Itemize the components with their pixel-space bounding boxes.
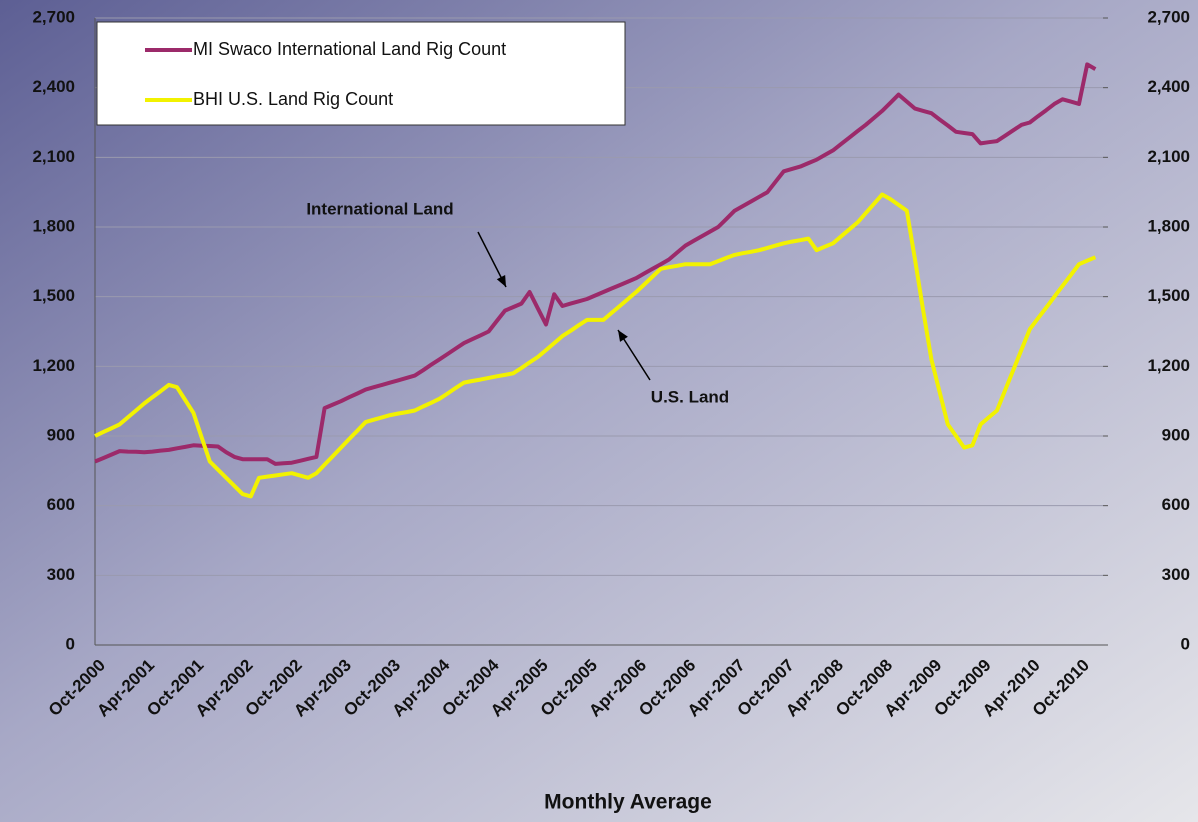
- y-tick-label: 600: [47, 495, 75, 514]
- y-tick-label: 300: [47, 565, 75, 584]
- legend: MI Swaco International Land Rig Count BHI…: [97, 22, 625, 125]
- y2-tick-label: 300: [1162, 565, 1190, 584]
- y-tick-label: 0: [66, 634, 75, 653]
- page: {"chart_data": {"type": "line", "xlabel"…: [0, 0, 1198, 822]
- y-tick-label: 900: [47, 425, 75, 444]
- y-tick-label: 1,800: [32, 216, 75, 235]
- y-tick-label: 1,200: [32, 356, 75, 375]
- y2-tick-label: 1,500: [1147, 286, 1190, 305]
- x-axis-title: Monthly Average: [544, 791, 712, 814]
- legend-label: MI Swaco International Land Rig Count: [193, 39, 506, 59]
- y2-tick-label: 2,100: [1147, 147, 1190, 166]
- annotation: U.S. Land: [651, 387, 729, 406]
- y2-tick-label: 900: [1162, 425, 1190, 444]
- chart: Monthly Average 0 300 600 900 1,200 1,500 1,80…: [0, 0, 1198, 822]
- y2-tick-label: 2,400: [1147, 77, 1190, 96]
- annotation: International Land: [306, 199, 453, 218]
- y-tick-label: 2,400: [32, 77, 75, 96]
- y2-tick-label: 600: [1162, 495, 1190, 514]
- y-tick-label: 2,100: [32, 147, 75, 166]
- y-tick-label: 2,700: [32, 7, 75, 26]
- y2-tick-label: 1,800: [1147, 216, 1190, 235]
- y2-tick-label: 1,200: [1147, 356, 1190, 375]
- y-tick-label: 1,500: [32, 286, 75, 305]
- legend-label: BHI U.S. Land Rig Count: [193, 89, 393, 109]
- y2-tick-label: 0: [1181, 634, 1190, 653]
- y2-tick-label: 2,700: [1147, 7, 1190, 26]
- legend-box: [97, 22, 625, 125]
